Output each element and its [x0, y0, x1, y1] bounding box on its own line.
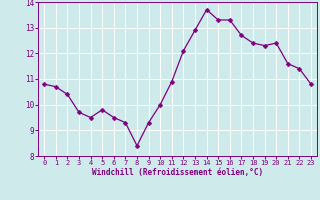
X-axis label: Windchill (Refroidissement éolien,°C): Windchill (Refroidissement éolien,°C)	[92, 168, 263, 177]
